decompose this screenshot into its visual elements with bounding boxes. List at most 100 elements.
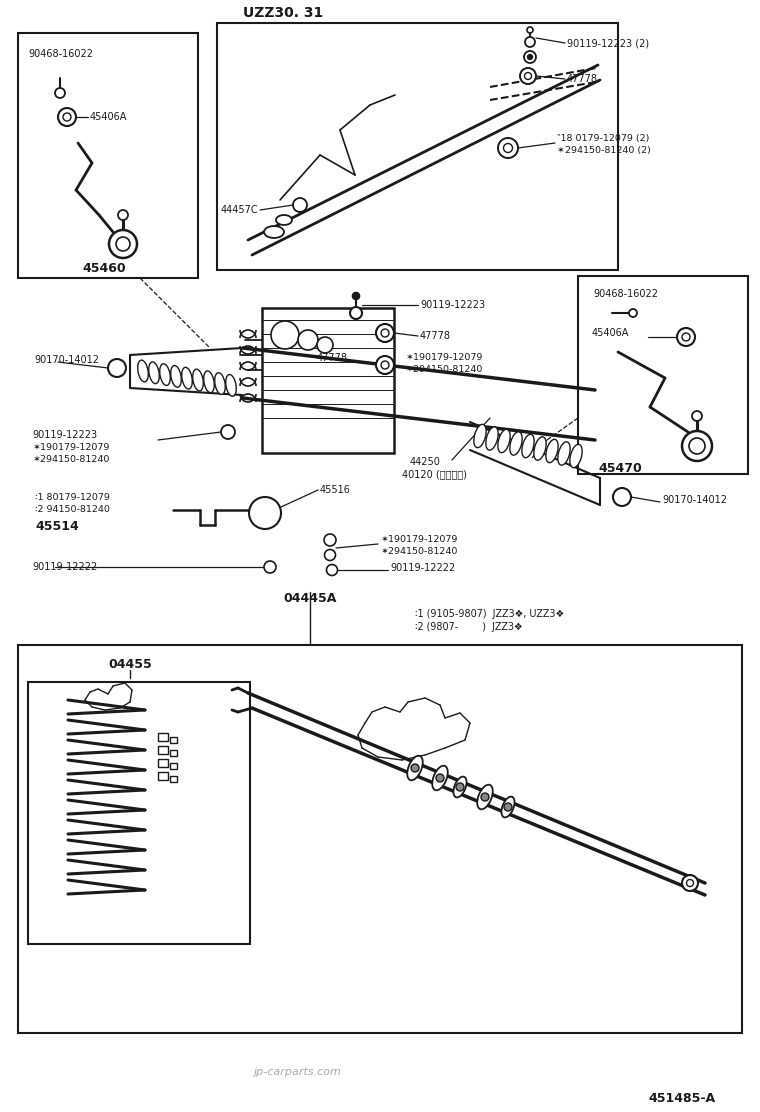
Ellipse shape <box>522 435 534 458</box>
Text: ✶294150-81240: ✶294150-81240 <box>380 546 458 556</box>
Circle shape <box>325 549 335 560</box>
Ellipse shape <box>215 373 225 395</box>
Ellipse shape <box>171 366 182 387</box>
Circle shape <box>58 108 76 126</box>
Bar <box>578 276 748 474</box>
Circle shape <box>682 431 712 461</box>
Bar <box>18 645 742 1033</box>
Bar <box>170 763 177 770</box>
Circle shape <box>503 143 512 152</box>
Ellipse shape <box>486 427 498 450</box>
Ellipse shape <box>226 375 236 396</box>
Text: 04455: 04455 <box>108 658 152 672</box>
Ellipse shape <box>477 785 492 810</box>
Circle shape <box>249 497 281 529</box>
Circle shape <box>686 880 693 886</box>
Text: 45514: 45514 <box>35 520 79 534</box>
Text: ✶190179-12079: ✶190179-12079 <box>32 443 109 451</box>
Text: 90468-16022: 90468-16022 <box>593 289 658 299</box>
Bar <box>170 776 177 782</box>
Ellipse shape <box>473 425 486 448</box>
Text: jp-carparts.com: jp-carparts.com <box>253 1068 341 1078</box>
Ellipse shape <box>498 429 510 453</box>
Bar <box>28 682 250 944</box>
Text: 44250: 44250 <box>410 457 441 467</box>
Circle shape <box>118 210 128 220</box>
Circle shape <box>504 803 512 811</box>
Circle shape <box>381 329 389 337</box>
Circle shape <box>353 292 359 299</box>
Circle shape <box>376 356 394 374</box>
Circle shape <box>524 51 536 63</box>
Text: ∶2 (9807-        )  JZZ3❖: ∶2 (9807- ) JZZ3❖ <box>415 622 523 632</box>
Circle shape <box>55 88 65 98</box>
Text: ∶2 94150-81240: ∶2 94150-81240 <box>35 506 110 515</box>
Circle shape <box>520 68 536 85</box>
Ellipse shape <box>546 439 558 463</box>
Circle shape <box>524 72 531 79</box>
Text: 90119-12223 (2): 90119-12223 (2) <box>567 38 649 48</box>
Text: UZZ30. 31: UZZ30. 31 <box>243 6 323 20</box>
Ellipse shape <box>502 796 515 817</box>
Ellipse shape <box>276 215 292 225</box>
Circle shape <box>682 875 698 891</box>
Bar <box>262 308 394 453</box>
Circle shape <box>376 324 394 342</box>
Text: 47778: 47778 <box>317 353 348 363</box>
Circle shape <box>109 230 137 258</box>
Bar <box>170 749 177 756</box>
Text: 45406A: 45406A <box>90 112 128 122</box>
Circle shape <box>527 27 533 33</box>
Ellipse shape <box>264 226 284 238</box>
Text: ∶1 80179-12079: ∶1 80179-12079 <box>35 494 110 503</box>
Ellipse shape <box>149 361 160 384</box>
Ellipse shape <box>570 445 582 468</box>
Text: 451485-A: 451485-A <box>648 1092 715 1104</box>
Circle shape <box>264 560 276 573</box>
Text: 90170-14012: 90170-14012 <box>662 495 727 505</box>
Text: 90119-12222: 90119-12222 <box>390 563 455 573</box>
Circle shape <box>108 359 126 377</box>
Circle shape <box>436 774 444 782</box>
Circle shape <box>411 764 419 772</box>
Circle shape <box>498 138 518 158</box>
Bar <box>158 772 168 780</box>
Text: ∶1 (9105-9807)  JZZ3❖, UZZ3❖: ∶1 (9105-9807) JZZ3❖, UZZ3❖ <box>415 609 564 619</box>
Circle shape <box>525 37 535 47</box>
Text: ✶294150-81240: ✶294150-81240 <box>405 365 483 374</box>
Text: 47778: 47778 <box>567 75 598 85</box>
Text: ‶18 0179-12079 (2): ‶18 0179-12079 (2) <box>557 133 649 142</box>
Circle shape <box>692 411 702 421</box>
Bar <box>158 746 168 754</box>
Ellipse shape <box>193 369 203 390</box>
Circle shape <box>63 113 71 121</box>
Circle shape <box>271 321 299 349</box>
Text: 47778: 47778 <box>420 331 451 341</box>
Ellipse shape <box>138 360 148 381</box>
Circle shape <box>527 54 533 60</box>
Text: 45460: 45460 <box>82 261 125 275</box>
Text: 04445A: 04445A <box>283 592 337 605</box>
Text: 90119-12222: 90119-12222 <box>32 562 97 572</box>
Text: 45470: 45470 <box>598 461 641 475</box>
Circle shape <box>381 361 389 369</box>
Circle shape <box>324 534 336 546</box>
Circle shape <box>116 237 130 251</box>
Circle shape <box>629 309 637 317</box>
Ellipse shape <box>558 441 570 465</box>
Circle shape <box>682 332 690 341</box>
Text: ✶190179-12079: ✶190179-12079 <box>380 535 458 544</box>
Circle shape <box>293 198 307 212</box>
Circle shape <box>613 488 631 506</box>
Circle shape <box>689 438 705 454</box>
Text: 44457C: 44457C <box>220 205 258 215</box>
Ellipse shape <box>454 776 467 797</box>
Bar <box>18 33 198 278</box>
Circle shape <box>481 793 489 801</box>
Ellipse shape <box>432 766 448 791</box>
Text: 90468-16022: 90468-16022 <box>28 49 93 59</box>
Text: ✶294150-81240 (2): ✶294150-81240 (2) <box>557 146 651 155</box>
Text: 90119-12223: 90119-12223 <box>32 430 97 440</box>
Circle shape <box>298 330 318 350</box>
Bar <box>217 23 618 270</box>
